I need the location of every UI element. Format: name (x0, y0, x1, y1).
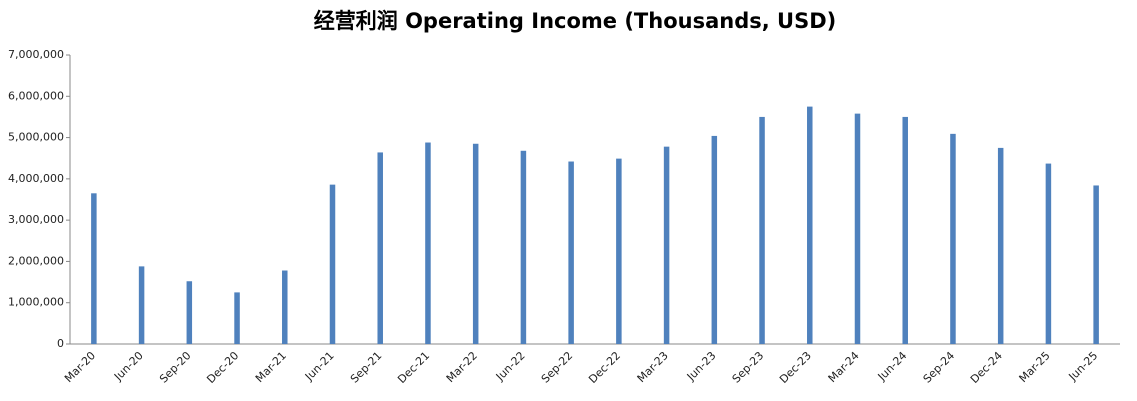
x-tick-label: Sep-20 (157, 349, 194, 386)
x-tick-label: Mar-23 (635, 349, 671, 385)
x-tick-label: Jun-22 (493, 349, 528, 384)
bar (472, 143, 479, 344)
bar (1045, 163, 1052, 344)
x-tick-label: Mar-25 (1017, 349, 1053, 385)
x-tick-label: Sep-24 (921, 349, 958, 386)
x-tick-label: Dec-23 (777, 349, 814, 386)
y-tick-label: 6,000,000 (8, 89, 64, 102)
y-tick-label: 0 (57, 337, 64, 350)
bar (91, 193, 97, 344)
x-tick-label: Mar-22 (444, 349, 480, 385)
bar (902, 116, 908, 344)
x-tick-label: Jun-23 (684, 349, 719, 384)
y-tick-label: 3,000,000 (8, 213, 64, 226)
x-tick-label: Mar-24 (826, 349, 862, 385)
y-tick-label: 1,000,000 (8, 296, 64, 309)
bar (520, 150, 527, 344)
y-tick-label: 7,000,000 (8, 48, 64, 61)
bar (950, 133, 956, 344)
bar (186, 281, 193, 344)
x-tick-label: Jun-21 (302, 349, 337, 384)
x-tick-label: Sep-22 (539, 349, 576, 386)
x-tick-label: Mar-21 (253, 349, 289, 385)
bar (711, 135, 718, 344)
bar (616, 158, 622, 344)
x-tick-label: Sep-23 (730, 349, 767, 386)
bar (807, 106, 813, 344)
y-tick-label: 4,000,000 (8, 172, 64, 185)
x-tick-label: Dec-21 (395, 349, 432, 386)
bar (138, 266, 145, 344)
bar (663, 146, 670, 344)
x-tick-label: Jun-24 (875, 349, 910, 384)
x-tick-label: Dec-20 (204, 349, 241, 386)
bar (568, 161, 574, 344)
x-tick-label: Mar-20 (62, 349, 98, 385)
bar (377, 152, 383, 344)
y-tick-label: 5,000,000 (8, 131, 64, 144)
x-tick-label: Sep-21 (348, 349, 385, 386)
bar (234, 292, 240, 344)
chart-title: 经营利润 Operating Income (Thousands, USD) (314, 9, 836, 33)
bar (759, 116, 765, 344)
x-tick-label: Dec-22 (586, 349, 623, 386)
bar (282, 270, 288, 344)
y-tick-label: 2,000,000 (8, 254, 64, 267)
x-tick-label: Jun-20 (111, 349, 146, 384)
bar (1093, 185, 1099, 344)
x-tick-label: Jun-25 (1066, 349, 1101, 384)
x-tick-label: Dec-24 (968, 349, 1005, 386)
bar (425, 142, 431, 344)
bar (854, 113, 861, 344)
bar (997, 147, 1004, 344)
bar (329, 184, 336, 344)
